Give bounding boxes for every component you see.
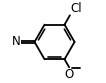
Text: Cl: Cl [70,2,82,15]
Text: N: N [12,35,21,48]
Text: O: O [65,68,74,81]
